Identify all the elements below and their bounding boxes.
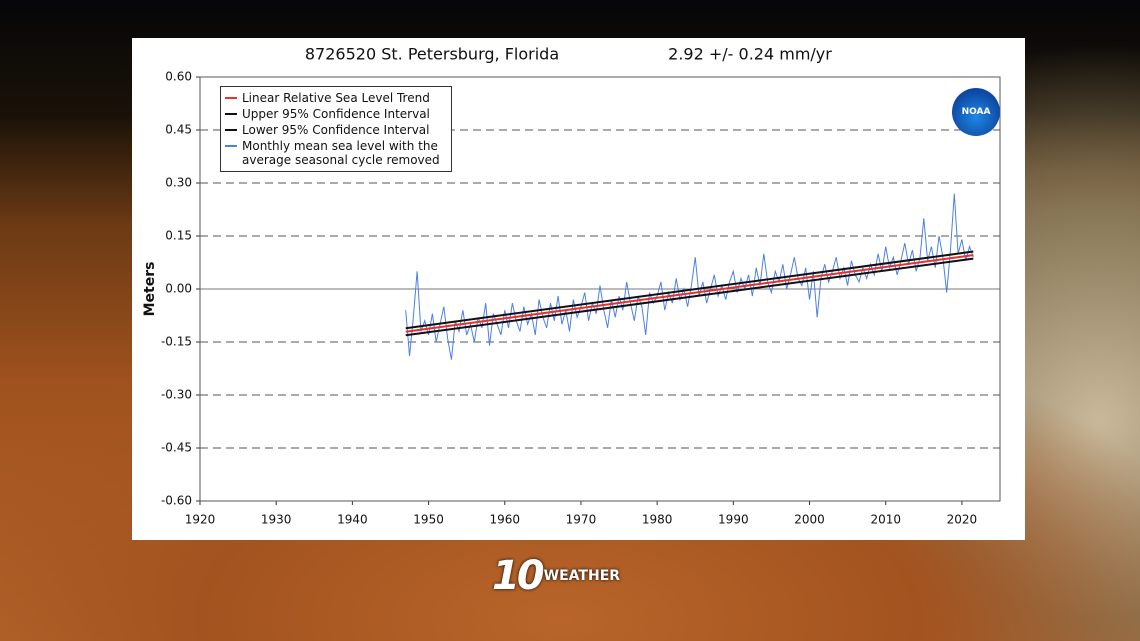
brand: 10 WEATHER <box>492 553 620 599</box>
legend-swatch <box>225 113 237 115</box>
x-tick-label: 2000 <box>794 513 825 527</box>
y-tick-label: 0.60 <box>165 70 192 84</box>
chart-panel: 8726520 St. Petersburg, Florida 2.92 +/-… <box>132 38 1025 540</box>
logo: NOAA <box>952 88 1000 136</box>
x-tick-label: 1980 <box>642 513 673 527</box>
legend-label: Upper 95% Confidence Interval <box>242 107 430 121</box>
x-tick-label: 2010 <box>870 513 901 527</box>
series-line <box>405 254 974 333</box>
x-tick-label: 1960 <box>489 513 520 527</box>
legend-swatch <box>225 129 237 131</box>
y-tick-label: 0.30 <box>165 176 192 190</box>
y-tick-label: 0.15 <box>165 229 192 243</box>
plot-frame <box>199 76 1001 502</box>
y-axis-label: Meters <box>142 262 158 317</box>
y-tick-label: -0.15 <box>161 335 192 349</box>
brand-word: WEATHER <box>543 568 621 584</box>
x-tick-label: 1990 <box>718 513 749 527</box>
legend: Linear Relative Sea Level Trend Upper 95%… <box>220 86 452 172</box>
legend-label: Lower 95% Confidence Interval <box>242 123 430 137</box>
legend-entry: Upper 95% Confidence Interval <box>225 107 447 121</box>
legend-swatch <box>225 97 237 99</box>
y-tick-label: -0.45 <box>161 441 192 455</box>
legend-entry: Monthly mean sea level with the average … <box>225 139 447 167</box>
x-tick-label: 1940 <box>337 513 368 527</box>
legend-label: Linear Relative Sea Level Trend <box>242 91 430 105</box>
series-line <box>405 193 974 360</box>
brand-number: 10 <box>492 553 545 599</box>
x-tick-label: 1970 <box>566 513 597 527</box>
legend-label: Monthly mean sea level with the average … <box>242 139 440 167</box>
legend-swatch <box>225 145 237 147</box>
chart-subtitle: 2.92 +/- 0.24 mm/yr <box>668 45 832 64</box>
chart-title: 8726520 St. Petersburg, Florida <box>305 45 559 64</box>
x-tick-label: 2020 <box>947 513 978 527</box>
y-tick-label: -0.60 <box>161 494 192 508</box>
y-tick-label: 0.00 <box>165 282 192 296</box>
x-tick-label: 1950 <box>413 513 444 527</box>
legend-entry: Lower 95% Confidence Interval <box>225 123 447 137</box>
series-line <box>405 257 974 337</box>
y-tick-label: -0.30 <box>161 388 192 402</box>
x-tick-label: 1930 <box>261 513 292 527</box>
y-tick-label: 0.45 <box>165 123 192 137</box>
legend-entry: Linear Relative Sea Level Trend <box>225 91 447 105</box>
x-tick-label: 1920 <box>185 513 216 527</box>
series-line <box>405 250 974 330</box>
